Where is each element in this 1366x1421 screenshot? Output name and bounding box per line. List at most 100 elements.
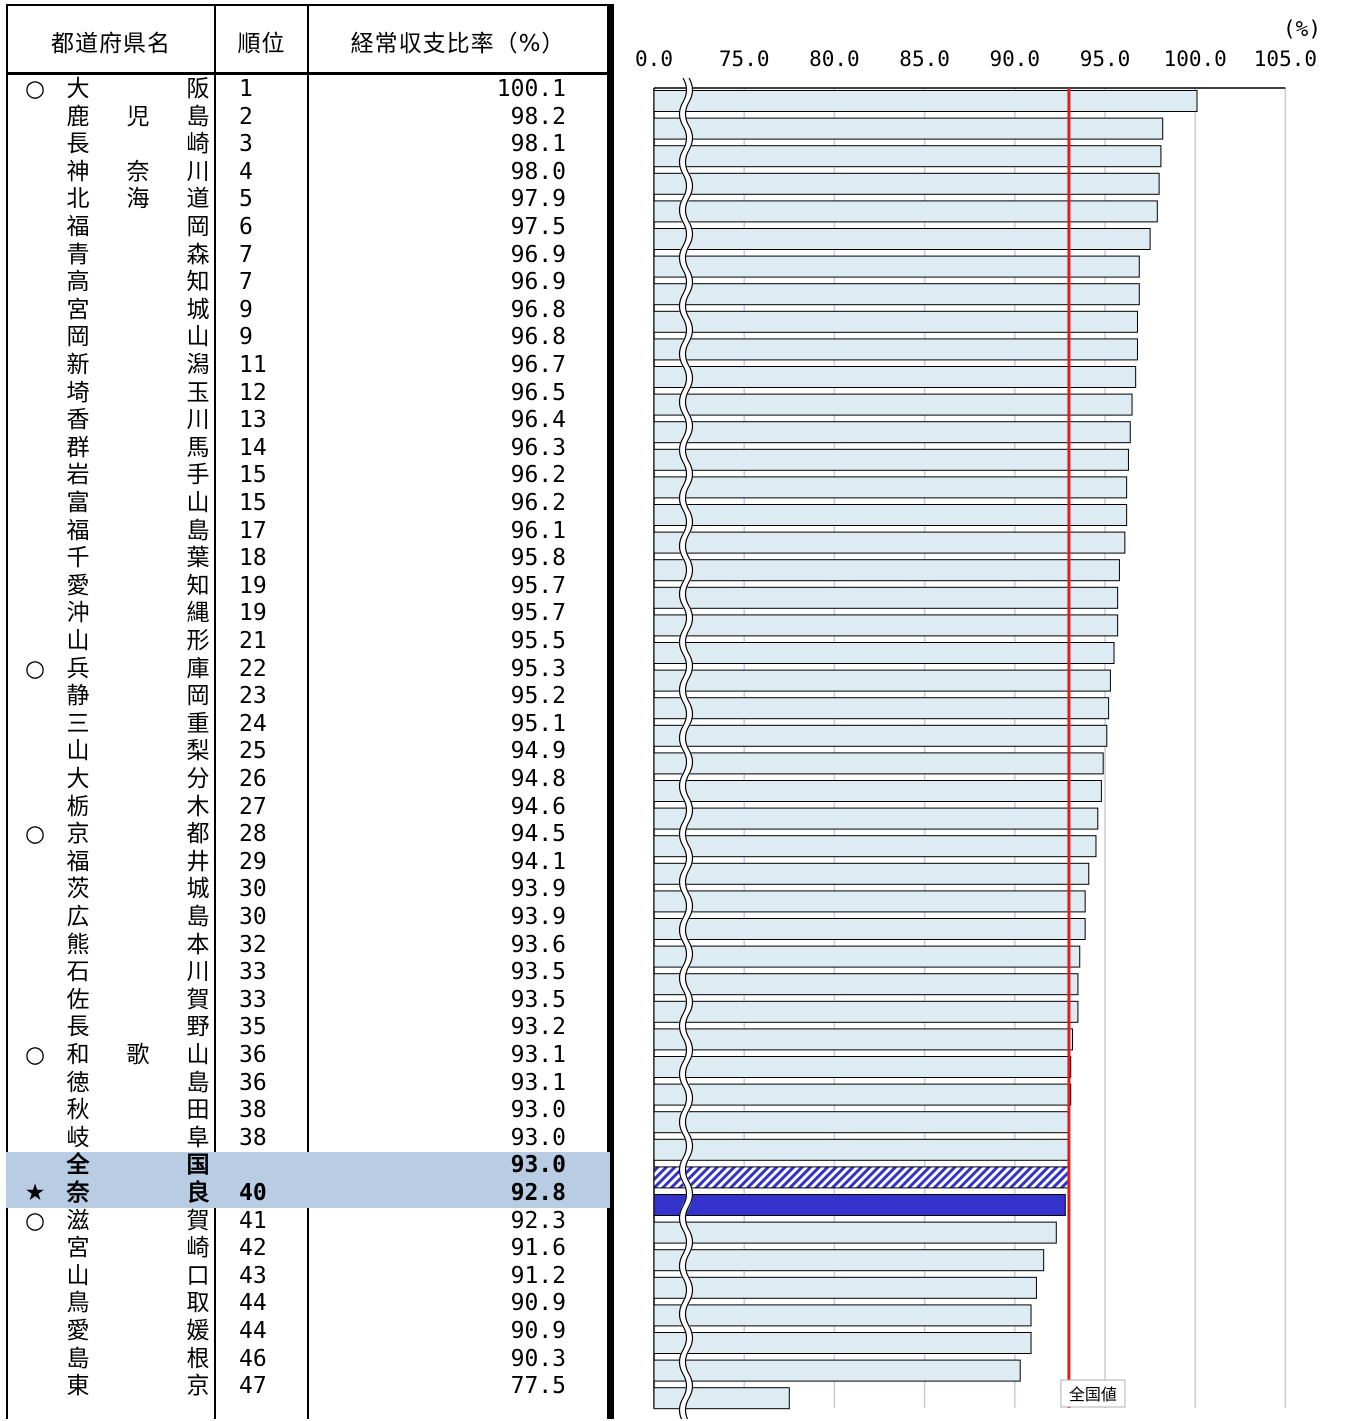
table-row: 福 岡 6 97.5 — [6, 214, 610, 242]
bar — [653, 421, 1131, 444]
prefecture-name-char: 佐 — [66, 986, 90, 1013]
prefecture-name-char: 媛 — [186, 1318, 210, 1344]
table-row: 石 川 33 93.5 — [6, 959, 610, 987]
ratio-cell: 97.9 — [510, 186, 566, 213]
table-row: 広 島 30 93.9 — [6, 904, 610, 932]
ratio-cell: 93.1 — [510, 1069, 566, 1096]
rank-cell: 30 — [239, 904, 267, 930]
ratio-cell: 94.1 — [510, 848, 566, 875]
rank-cell: 38 — [239, 1097, 267, 1124]
table-row: 北 海 道 5 97.9 — [6, 186, 610, 214]
table-row: 青 森 7 96.9 — [6, 242, 610, 270]
prefecture-name-char: 口 — [186, 1262, 210, 1289]
prefecture-name-char: 阜 — [186, 1124, 210, 1151]
ratio-cell: 91.6 — [510, 1235, 566, 1262]
table-row: 新 潟 11 96.7 — [6, 352, 610, 380]
prefecture-name-char: 京 — [186, 1373, 210, 1400]
table-border-left — [6, 4, 8, 1419]
national-average-label: 全国値 — [1069, 1385, 1117, 1404]
table-row: ○ 京 都 28 94.5 — [6, 821, 610, 849]
prefecture-name-char: 良 — [186, 1180, 210, 1206]
table-row: 熊 本 32 93.6 — [6, 932, 610, 960]
prefecture-name-char: 島 — [66, 1345, 90, 1372]
ratio-cell: 93.9 — [510, 876, 566, 903]
header-ratio: 経常収支比率（%） — [350, 31, 566, 57]
table-row: ○ 大 阪 1 100.1 — [6, 76, 610, 104]
bar — [653, 1332, 1032, 1354]
table-row: 茨 城 30 93.9 — [6, 876, 610, 904]
table-row: 鳥 取 44 90.9 — [6, 1290, 610, 1318]
prefecture-name-char: 国 — [186, 1152, 210, 1179]
table-row: 埼 玉 12 96.5 — [6, 380, 610, 408]
ratio-cell: 95.1 — [510, 710, 566, 737]
prefecture-name-char: 奈 — [66, 1180, 90, 1206]
bar-chart: 0.0 75.0 80.0 85.0 90.0 95.0 100.0 105.0 (%) 全国値 — [614, 4, 1362, 1419]
rank-cell: 38 — [239, 1124, 267, 1151]
rank-cell: 17 — [239, 517, 267, 544]
bar — [653, 945, 1081, 968]
prefecture-name-char: 茨 — [66, 876, 90, 903]
rank-cell: 9 — [239, 324, 253, 351]
bar — [653, 724, 1108, 747]
bar — [653, 1138, 1070, 1161]
rank-cell: 15 — [239, 490, 267, 516]
ratio-cell: 100.1 — [496, 76, 566, 102]
ratio-cell: 96.2 — [510, 462, 566, 489]
table-row: 岐 阜 38 93.0 — [6, 1125, 610, 1153]
bar — [653, 614, 1119, 637]
rank-cell: 19 — [239, 572, 267, 599]
ratio-cell: 94.5 — [510, 821, 566, 848]
ratio-cell: 93.0 — [510, 1152, 566, 1179]
bar — [653, 669, 1111, 692]
prefecture-name-char: 高 — [66, 269, 90, 296]
table-row: 山 口 43 91.2 — [6, 1263, 610, 1291]
prefecture-name-char: 熊 — [66, 931, 90, 958]
rank-cell: 25 — [239, 738, 267, 765]
prefecture-name-char: 和 — [66, 1042, 90, 1068]
rank-cell: 9 — [239, 296, 253, 323]
ratio-cell: 95.8 — [510, 545, 566, 572]
table-row: 宮 崎 42 91.6 — [6, 1235, 610, 1263]
table-row: 愛 媛 44 90.9 — [6, 1318, 610, 1346]
bar — [653, 1056, 1072, 1078]
bar — [653, 476, 1128, 499]
prefecture-name-char: 大 — [66, 766, 90, 792]
ratio-cell: 93.9 — [510, 904, 566, 930]
ratio-cell: 90.9 — [510, 1290, 566, 1317]
bar — [653, 697, 1110, 720]
unit-label: (%) — [1283, 17, 1321, 41]
prefecture-name-char: 海 — [126, 186, 150, 213]
bar — [653, 1111, 1070, 1134]
prefecture-name-char: 栃 — [66, 793, 90, 820]
axis-break-gap — [679, 76, 693, 1419]
rank-cell: 40 — [239, 1180, 267, 1206]
rank-cell: 22 — [239, 655, 267, 682]
prefecture-name-char: 北 — [66, 186, 90, 213]
table-row: 静 岡 23 95.2 — [6, 683, 610, 711]
prefecture-name-char: 島 — [186, 1069, 210, 1096]
ratio-cell: 96.9 — [510, 269, 566, 296]
rank-cell: 7 — [239, 269, 253, 296]
ratio-cell: 93.5 — [510, 986, 566, 1013]
table-row: 鹿 児 島 2 98.2 — [6, 104, 610, 132]
ratio-cell: 94.8 — [510, 766, 566, 792]
rank-cell: 36 — [239, 1069, 267, 1096]
rank-cell: 44 — [239, 1318, 267, 1344]
prefecture-name-char: 取 — [186, 1290, 210, 1317]
bar — [653, 890, 1086, 913]
ratio-cell: 90.9 — [510, 1318, 566, 1344]
rank-cell: 41 — [239, 1207, 267, 1234]
bar — [653, 1000, 1079, 1023]
prefecture-name-char: 神 — [66, 158, 90, 185]
prefecture-name-char: 山 — [186, 490, 210, 516]
rank-cell: 42 — [239, 1235, 267, 1262]
panel-separator — [610, 4, 614, 1419]
ratio-cell: 95.7 — [510, 572, 566, 599]
prefecture-name-char: 賀 — [186, 986, 210, 1013]
bar — [653, 393, 1133, 416]
table-row: 山 形 21 95.5 — [6, 628, 610, 656]
prefecture-name-char: 道 — [186, 186, 210, 213]
ratio-cell: 98.0 — [510, 158, 566, 185]
ratio-cell: 96.9 — [510, 241, 566, 268]
header-prefecture-name: 都道府県名 — [51, 31, 171, 57]
